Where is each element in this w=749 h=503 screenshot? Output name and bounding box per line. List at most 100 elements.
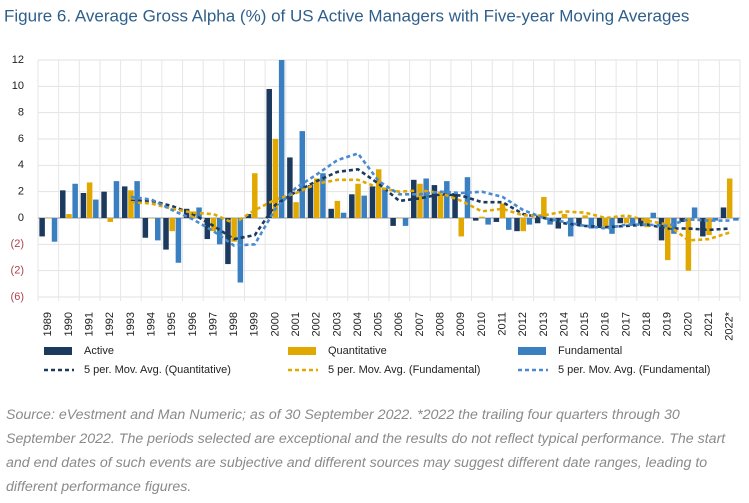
bar [506,218,512,230]
x-tick-label: 1994 [145,312,157,336]
bar [700,218,706,237]
bar [596,218,603,228]
bar [272,139,279,218]
bar [299,131,306,218]
y-tick-label: (6) [11,291,24,303]
bar [258,218,264,219]
x-tick-label: 1990 [63,312,75,336]
legend-label: 5 per. Mov. Avg. (Quantitative) [84,364,231,376]
bar [417,183,423,218]
bar [452,192,458,218]
x-tick-label: 2016 [600,312,612,336]
bar [706,218,712,236]
x-tick-label: 1995 [166,312,178,336]
bar [80,192,87,218]
bar [175,218,182,263]
bar [45,218,52,219]
legend-label: Quantitative [328,345,387,357]
x-tick-label: 1996 [187,312,199,336]
y-tick-label: (2) [11,265,24,277]
x-tick-label: 1992 [104,312,116,336]
bar [349,194,355,218]
bar [72,183,78,218]
bar [733,218,739,221]
bar [86,182,93,218]
x-tick-label: 2018 [641,312,653,336]
x-tick-label: 1991 [84,312,96,336]
bar [444,181,450,218]
x-tick-label: 2003 [331,312,343,336]
y-tick-label: 4 [18,159,24,171]
moving-average-line [130,151,730,248]
bar [514,218,520,232]
bar [369,186,376,218]
bar [411,179,417,218]
bar [148,218,155,219]
x-tick-label: 2011 [496,312,508,336]
bar [51,218,58,242]
bar [128,190,134,218]
bar [479,216,485,218]
bar [245,214,252,218]
legend-label: 5 per. Mov. Avg. (Fundamental) [328,364,480,376]
bar [382,187,388,218]
bar [464,177,471,218]
chart: Figure 6. Average Gross Alpha (%) of US … [4,6,741,376]
x-tick-label: 1993 [125,312,137,336]
x-tick-label: 2017 [620,312,632,336]
bar [340,212,347,218]
bar [526,218,533,225]
bar [423,178,429,218]
bar [204,218,211,240]
bar [287,157,293,218]
x-tick-label: 2019 [662,312,674,336]
bar [603,218,609,229]
bar [183,208,190,218]
bar [485,218,491,225]
bar [588,218,595,229]
bar [638,218,644,225]
bar [39,218,45,237]
bar [361,195,367,218]
bar [402,218,409,226]
y-tick-label: 0 [18,212,24,224]
x-tick-label: 1997 [207,312,219,336]
bar [60,190,66,218]
bar [576,218,582,226]
moving-average-line [130,178,731,242]
bar [671,218,677,234]
x-tick-label: 2002 [311,312,323,336]
bar [644,218,650,228]
x-tick-label: 2000 [269,312,281,336]
bar [472,218,479,221]
legend-label: Fundamental [558,345,622,357]
bar [567,218,574,237]
bar [493,218,500,222]
bar [685,218,692,271]
bar [396,218,403,219]
bar [196,207,202,218]
x-tick-label: 2015 [579,312,591,336]
bar [726,178,733,218]
legend-swatch [288,347,316,355]
bar [720,207,727,218]
y-tick-label: 12 [12,54,24,66]
x-tick-label: 2001 [290,312,302,336]
bar [355,183,361,218]
y-tick-label: 8 [18,107,24,119]
x-tick-label: 2006 [393,312,405,336]
bar [499,203,506,218]
bar [278,60,285,218]
bar [623,218,630,224]
x-tick-label: 2005 [373,312,385,336]
y-tick-label: 10 [12,80,24,92]
bar [266,88,272,218]
x-tick-label: 2013 [538,312,550,336]
bar [101,191,107,218]
bar [231,218,237,242]
x-tick-label: 2021 [703,312,715,336]
y-tick-label: (2) [11,238,24,250]
bar [431,185,438,218]
bar [547,218,553,225]
x-tick-label: 2020 [682,312,694,336]
